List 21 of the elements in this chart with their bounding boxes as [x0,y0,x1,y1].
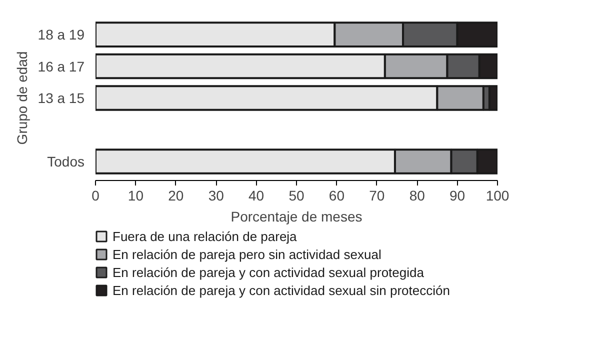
legend-label: En relación de pareja pero sin actividad sexual [112,247,382,262]
x-tick-label: 70 [369,188,385,204]
x-tick-label: 20 [168,188,184,204]
legend-label: En relación de pareja y con actividad sexual sin protección [112,283,450,298]
x-tick-label: 100 [486,188,510,204]
x-tick-label: 40 [248,188,264,204]
x-tick-label: 50 [288,188,304,204]
x-tick-label: 0 [92,188,100,204]
x-tick-label: 10 [128,188,144,204]
x-tick-label: 90 [450,188,466,204]
y-tick-label: 13 a 15 [38,90,85,106]
y-tick-label: Todos [47,153,84,170]
legend-label: En relación de pareja y con actividad sexual protegida [112,265,425,280]
y-tick-label: 18 a 19 [38,26,85,43]
y-tick-label: 16 a 17 [38,58,85,74]
x-tick-label: 80 [409,188,426,204]
x-axis-title: Porcentaje de meses [230,208,362,224]
x-tick-label: 60 [328,188,345,204]
y-axis-title: Grupo de edad [14,51,30,145]
x-tick-label: 30 [208,188,224,204]
legend-label: Fuera de una relación de pareja [112,229,298,244]
